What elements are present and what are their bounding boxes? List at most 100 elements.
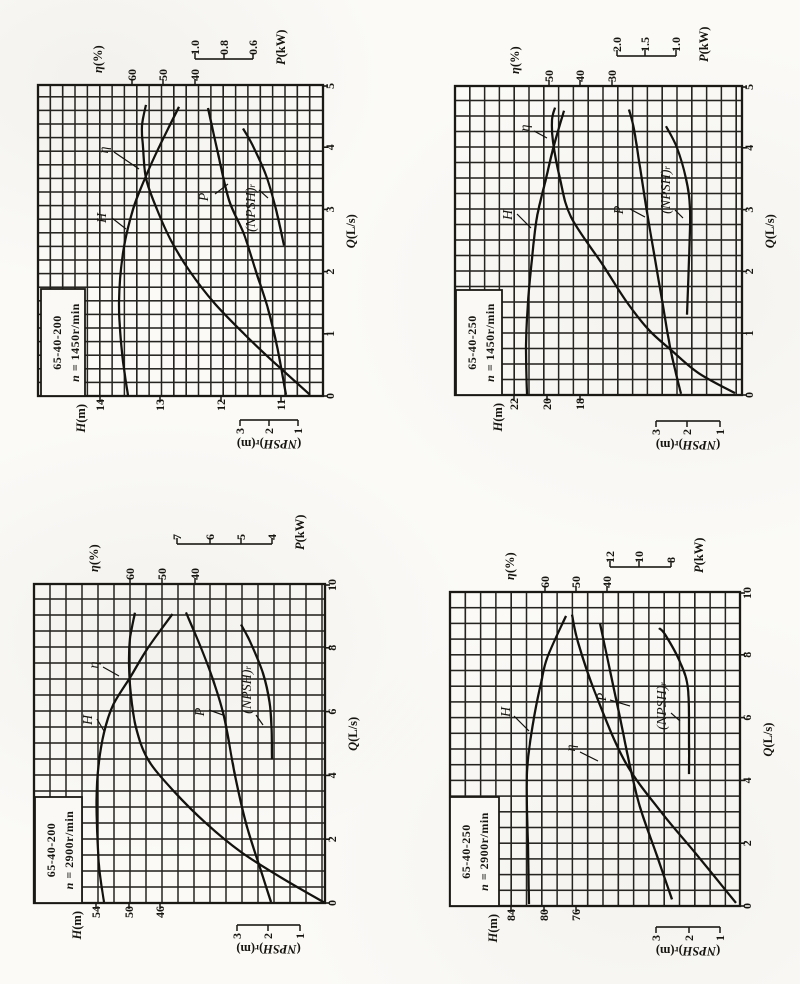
svg-text:50: 50 xyxy=(155,568,169,580)
svg-text:2: 2 xyxy=(261,933,275,939)
svg-text:P(kW): P(kW) xyxy=(274,30,288,65)
svg-text:6: 6 xyxy=(740,715,754,721)
svg-text:10: 10 xyxy=(632,551,646,563)
svg-text:H: H xyxy=(499,706,514,718)
svg-text:12: 12 xyxy=(603,551,617,563)
svg-text:2: 2 xyxy=(323,269,337,275)
svg-text:η: η xyxy=(97,146,112,153)
svg-text:5: 5 xyxy=(323,83,337,89)
svg-text:P: P xyxy=(197,192,212,202)
svg-text:0.8: 0.8 xyxy=(217,40,231,55)
svg-text:8: 8 xyxy=(740,652,754,658)
svg-text:50: 50 xyxy=(122,906,136,918)
svg-text:65-40-200: 65-40-200 xyxy=(50,315,64,370)
svg-text:P(kW): P(kW) xyxy=(692,538,706,573)
svg-text:Q(L/s): Q(L/s) xyxy=(763,214,777,248)
svg-text:(NPSH)r: (NPSH)r xyxy=(240,666,255,714)
svg-text:Q(L/s): Q(L/s) xyxy=(761,723,775,757)
svg-text:4: 4 xyxy=(740,777,754,783)
svg-text:H(m): H(m) xyxy=(491,403,505,432)
svg-text:50: 50 xyxy=(542,70,556,82)
svg-text:7: 7 xyxy=(170,534,184,540)
svg-text:46: 46 xyxy=(153,906,167,918)
svg-text:3: 3 xyxy=(742,207,756,213)
svg-text:4: 4 xyxy=(323,144,337,150)
svg-text:3: 3 xyxy=(649,429,663,435)
svg-text:3: 3 xyxy=(323,206,337,212)
svg-text:1: 1 xyxy=(713,935,727,941)
svg-text:30: 30 xyxy=(605,70,619,82)
svg-text:1: 1 xyxy=(742,330,756,336)
svg-text:n = 1450r/min: n = 1450r/min xyxy=(68,303,82,382)
svg-text:n = 1450r/min: n = 1450r/min xyxy=(483,303,497,382)
svg-text:0.6: 0.6 xyxy=(246,40,260,55)
svg-text:(NPSH)r: (NPSH)r xyxy=(655,682,670,730)
svg-text:2: 2 xyxy=(740,840,754,846)
svg-text:2.0: 2.0 xyxy=(610,37,624,52)
svg-text:(NPSH)r(m): (NPSH)r(m) xyxy=(656,438,720,452)
svg-text:Q(L/s): Q(L/s) xyxy=(344,214,358,248)
svg-text:2: 2 xyxy=(262,428,276,434)
svg-text:80: 80 xyxy=(537,909,551,921)
svg-text:10: 10 xyxy=(740,587,754,599)
svg-text:P(kW): P(kW) xyxy=(293,515,307,550)
svg-text:η(%): η(%) xyxy=(503,552,517,580)
svg-text:8: 8 xyxy=(325,645,339,651)
svg-text:0: 0 xyxy=(325,900,339,906)
svg-text:1.0: 1.0 xyxy=(669,37,683,52)
svg-text:H: H xyxy=(501,209,516,221)
svg-text:3: 3 xyxy=(649,935,663,941)
svg-text:40: 40 xyxy=(188,568,202,580)
svg-text:1.0: 1.0 xyxy=(188,40,202,55)
svg-text:η: η xyxy=(87,661,102,668)
svg-text:20: 20 xyxy=(540,398,554,410)
svg-text:H: H xyxy=(81,714,96,726)
svg-text:5: 5 xyxy=(234,534,248,540)
svg-text:60: 60 xyxy=(538,576,552,588)
svg-text:Q(L/s): Q(L/s) xyxy=(346,717,360,751)
svg-text:3: 3 xyxy=(230,933,244,939)
svg-text:3: 3 xyxy=(233,428,247,434)
svg-text:22: 22 xyxy=(507,398,521,410)
svg-text:η(%): η(%) xyxy=(91,45,105,73)
svg-text:1: 1 xyxy=(713,429,727,435)
svg-text:65-40-250: 65-40-250 xyxy=(459,824,473,879)
svg-text:4: 4 xyxy=(325,772,339,778)
svg-text:5: 5 xyxy=(742,84,756,90)
svg-text:1: 1 xyxy=(323,331,337,337)
svg-text:54: 54 xyxy=(89,906,103,918)
svg-text:76: 76 xyxy=(569,909,583,921)
svg-text:10: 10 xyxy=(325,579,339,591)
svg-text:(NPSH)r(m): (NPSH)r(m) xyxy=(237,437,301,451)
svg-text:2: 2 xyxy=(742,268,756,274)
svg-text:50: 50 xyxy=(569,576,583,588)
svg-text:2: 2 xyxy=(325,836,339,842)
svg-text:1.5: 1.5 xyxy=(638,37,652,52)
svg-text:(NPSH)r(m): (NPSH)r(m) xyxy=(656,944,720,958)
svg-text:14: 14 xyxy=(93,399,107,411)
svg-text:(NPSH)r: (NPSH)r xyxy=(244,184,259,232)
svg-text:50: 50 xyxy=(156,69,170,81)
svg-text:0: 0 xyxy=(740,903,754,909)
svg-text:η(%): η(%) xyxy=(508,46,522,74)
svg-text:8: 8 xyxy=(664,557,678,563)
svg-text:(NPSH)r: (NPSH)r xyxy=(659,166,674,214)
svg-text:11: 11 xyxy=(274,399,288,410)
svg-text:H(m): H(m) xyxy=(486,914,500,943)
svg-text:1: 1 xyxy=(291,428,305,434)
svg-text:P: P xyxy=(595,692,610,702)
svg-text:1: 1 xyxy=(293,933,307,939)
svg-text:0: 0 xyxy=(742,392,756,398)
svg-text:P: P xyxy=(193,707,208,717)
svg-text:2: 2 xyxy=(680,429,694,435)
svg-text:2: 2 xyxy=(682,935,696,941)
svg-text:4: 4 xyxy=(265,534,279,540)
svg-text:n = 2900r/min: n = 2900r/min xyxy=(62,811,76,890)
svg-text:84: 84 xyxy=(504,909,518,921)
svg-text:18: 18 xyxy=(573,398,587,410)
svg-text:40: 40 xyxy=(600,576,614,588)
svg-text:13: 13 xyxy=(153,399,167,411)
svg-text:65-40-200: 65-40-200 xyxy=(44,823,58,878)
svg-text:6: 6 xyxy=(203,534,217,540)
svg-text:P: P xyxy=(612,205,627,215)
